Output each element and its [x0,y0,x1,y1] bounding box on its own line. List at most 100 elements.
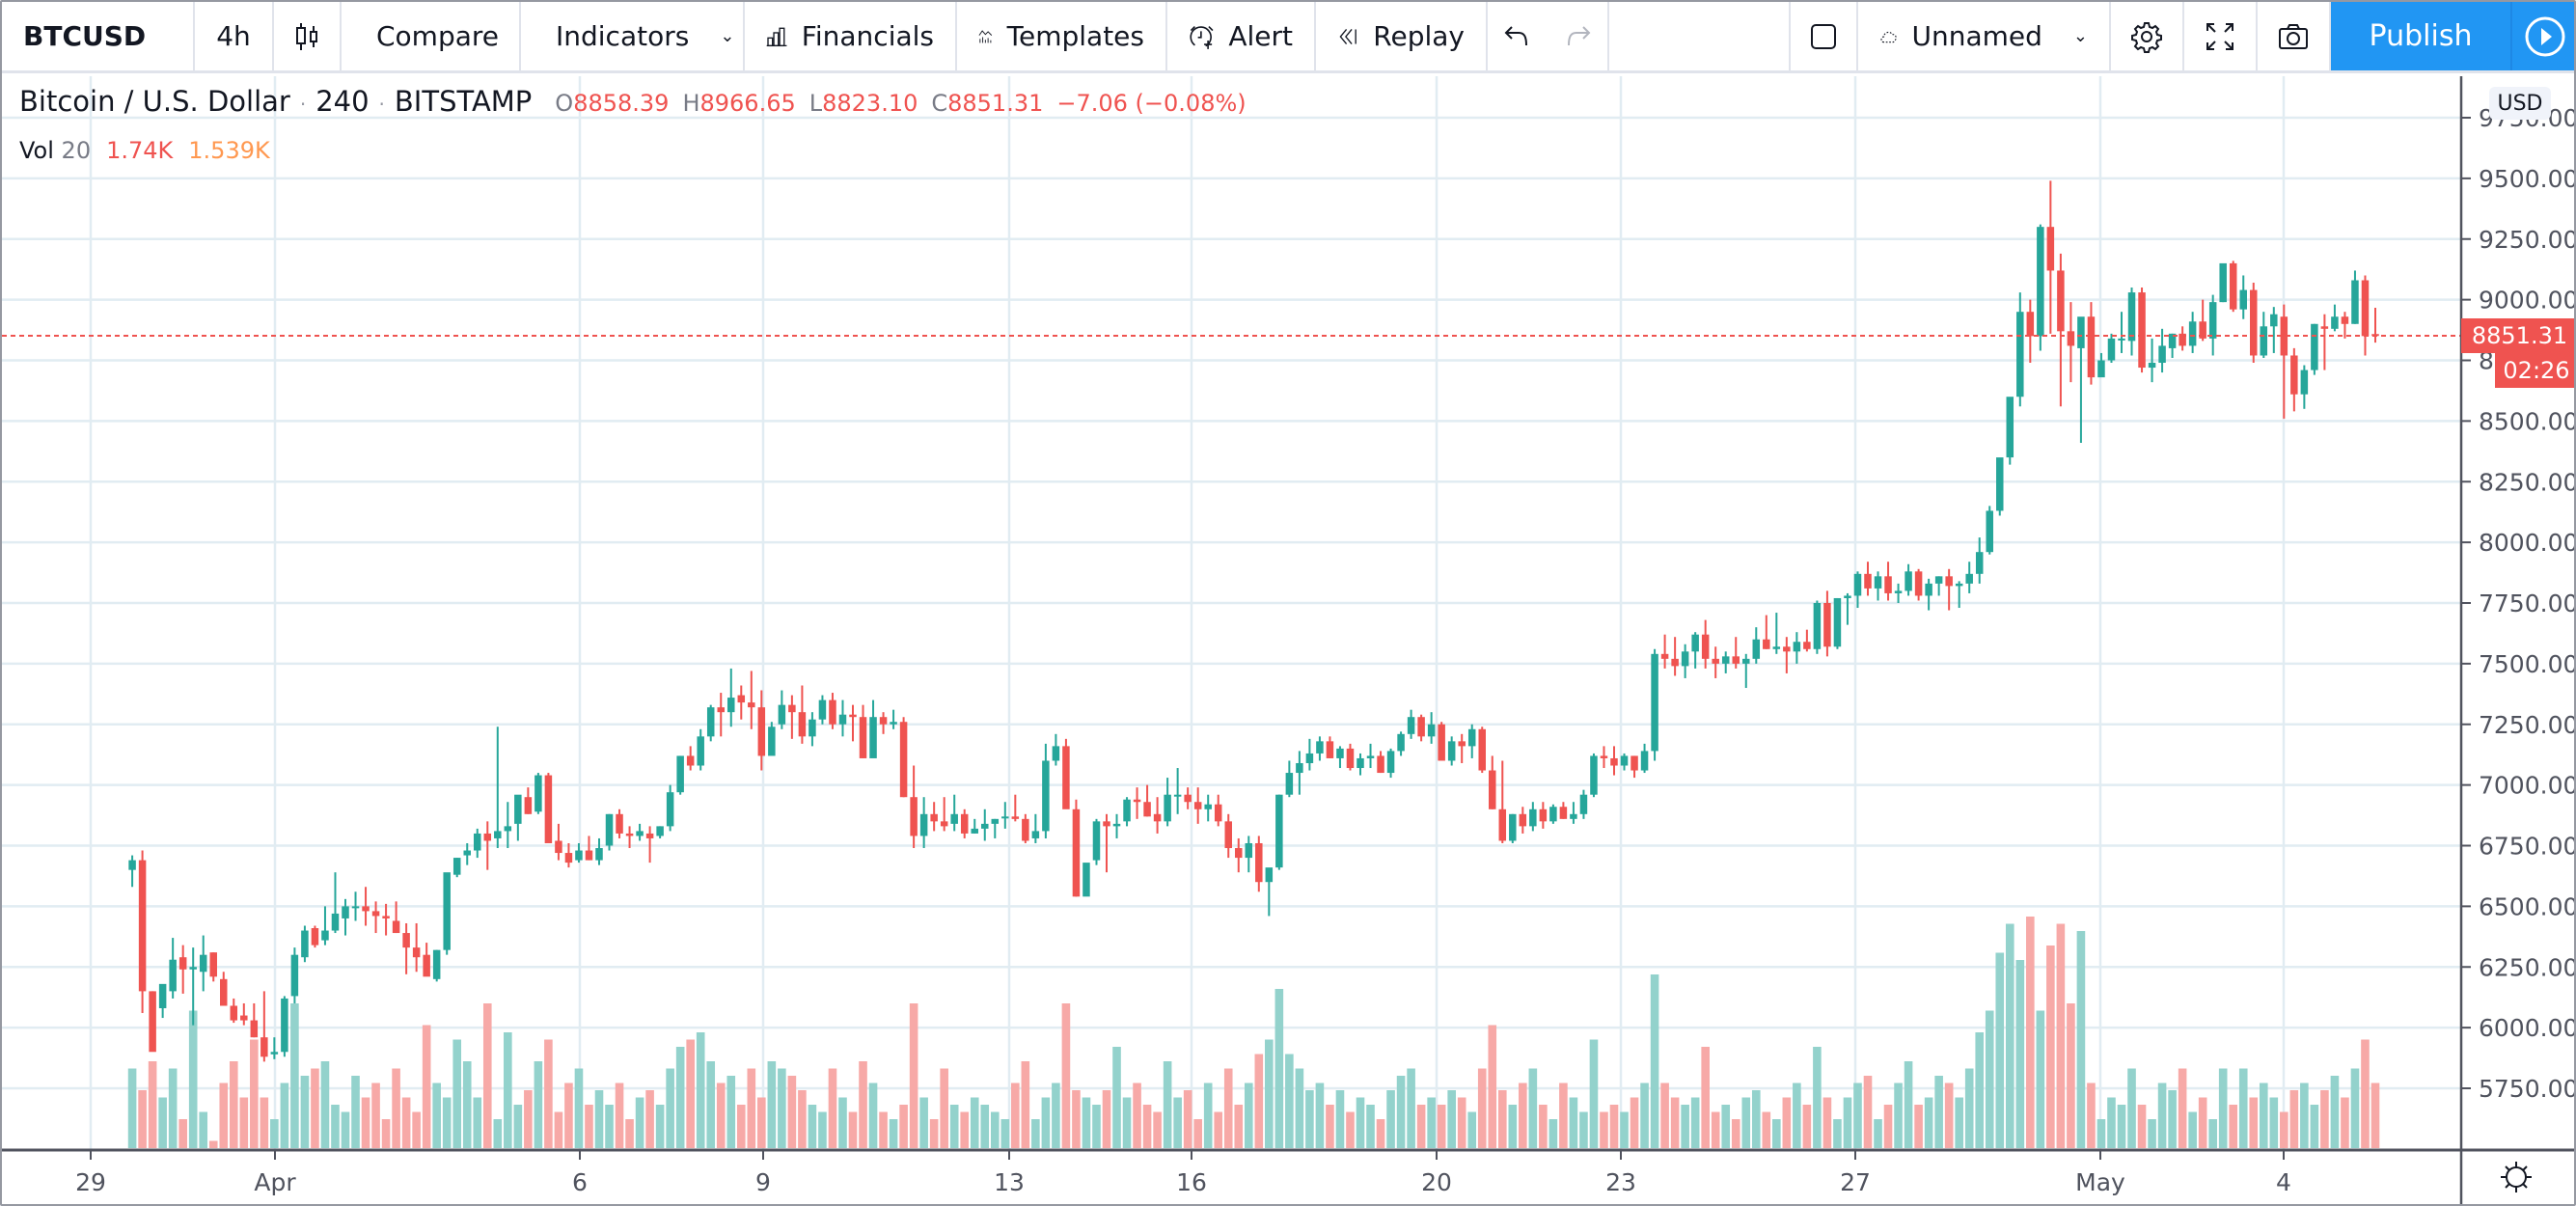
candle-body [1133,799,1141,803]
undo-button[interactable] [1488,2,1548,70]
volume-bar [1061,1003,1071,1148]
candle-body [402,933,410,948]
fullscreen-button[interactable] [2184,2,2258,70]
volume-bar [1660,1083,1669,1148]
candle-body [1193,802,1202,809]
templates-button[interactable]: Templates [957,2,1167,70]
candle-body [534,775,542,812]
candle-body [1326,741,1334,758]
volume-bar [2259,1083,2268,1148]
alert-button[interactable]: Alert [1167,2,1316,70]
candle-body [1570,813,1577,819]
chevron-down-icon[interactable]: ⌄ [2072,26,2088,46]
replay-button[interactable]: Replay [1316,2,1488,70]
layout-button[interactable] [1791,2,1858,70]
publish-label: Publish [2369,19,2473,53]
volume-bar [473,1097,482,1148]
ohlc-values: O8858.39 H8966.65 L8823.10 C8851.31 −7.0… [555,90,1246,117]
candle-body [1590,755,1598,795]
open-value: 8858.39 [573,90,670,117]
publish-menu-button[interactable] [2512,2,2574,70]
candle-body [1235,848,1243,859]
volume-bar [1955,1097,1963,1148]
candle-body [483,833,492,841]
axis-settings-button[interactable] [2497,1158,2535,1196]
volume-bar [1904,1061,1913,1148]
symbol-legend[interactable]: Bitcoin / U.S. Dollar · 240 · BITSTAMP O… [19,85,1247,118]
volume-bar [1620,1111,1629,1148]
candle-body [2097,360,2105,378]
candle-body [270,1052,279,1055]
volume-bar [929,1119,939,1148]
volume-bar [1477,1068,1487,1148]
symbol-search-button[interactable]: BTCUSD [2,2,195,70]
volume-bar [1670,1097,1680,1148]
candle-body [849,714,857,718]
chevron-down-icon[interactable]: ⌄ [720,26,735,46]
volume-bar [239,1097,249,1148]
publish-button[interactable]: Publish [2331,2,2512,70]
top-toolbar: BTCUSD 4h Compare Indicators ⌄ Financial… [2,2,2574,73]
candle-body [2351,280,2359,324]
candle-body [281,998,288,1053]
volume-bar [1579,1111,1588,1148]
volume-bar [1863,1076,1873,1148]
volume-bar [138,1090,147,1148]
candle-body [2208,302,2217,339]
save-layout-button[interactable]: Unnamed ⌄ [1858,2,2111,70]
volume-bar [2280,1111,2288,1148]
volume-bar [188,1010,198,1148]
indicators-button[interactable]: Indicators ⌄ [521,2,745,70]
compare-button[interactable]: Compare [342,2,521,70]
volume-bar [818,1111,827,1148]
volume-bar [544,1039,553,1148]
candle-body [981,823,989,829]
candle-body [1173,794,1182,797]
candle-body [260,1037,268,1057]
volume-bar [229,1061,238,1148]
legend-separator: · [378,93,385,116]
volume-bar [980,1105,990,1148]
volume-bar [1437,1105,1446,1148]
symbol-description: Bitcoin / U.S. Dollar [19,85,290,118]
volume-bar [422,1025,431,1148]
volume-legend[interactable]: Vol 20 1.74K 1.539K [19,137,270,164]
candle-body [1701,634,1710,659]
candle-body [2270,314,2278,327]
candle-body [585,850,593,861]
currency-badge[interactable]: USD [2489,87,2551,120]
chart-type-button[interactable] [274,2,342,70]
candle-body [1052,746,1060,761]
candle-body [645,833,654,838]
candle-body [2311,323,2318,370]
volume-title: Vol 20 [19,137,91,164]
candle-body [1712,658,1719,664]
volume-bar [1102,1090,1111,1148]
volume-bar [970,1097,979,1148]
volume-bar [524,1090,533,1148]
candle-body [1823,603,1831,647]
price-tick-label: 9500.00 [2479,165,2576,193]
change-value: −7.06 (−0.08%) [1056,90,1247,117]
volume-bar [2137,1105,2147,1148]
candle-body [382,916,390,918]
price-tick-label: 8500.00 [2479,407,2576,435]
candle-body [1905,571,1912,591]
price-tick-label: 7000.00 [2479,772,2576,800]
interval-button[interactable]: 4h [195,2,274,70]
financials-button[interactable]: Financials [745,2,957,70]
candle-body [1397,733,1405,752]
candle-body [2188,321,2197,346]
candle-body [2219,262,2227,303]
volume-bar [2320,1090,2329,1148]
snapshot-button[interactable] [2258,2,2331,70]
volume-bar [300,1076,310,1148]
volume-bar [371,1083,380,1148]
price-tick-label: 9250.00 [2479,226,2576,254]
volume-bar [645,1090,654,1148]
volume-bar [686,1039,695,1148]
candle-body [991,818,1000,824]
redo-button[interactable] [1548,2,1609,70]
settings-button[interactable] [2111,2,2184,70]
price-chart-pane[interactable]: 5750.00 6000.00 6250.00 6500.00 6750.00 7000.… [2,76,2576,1206]
